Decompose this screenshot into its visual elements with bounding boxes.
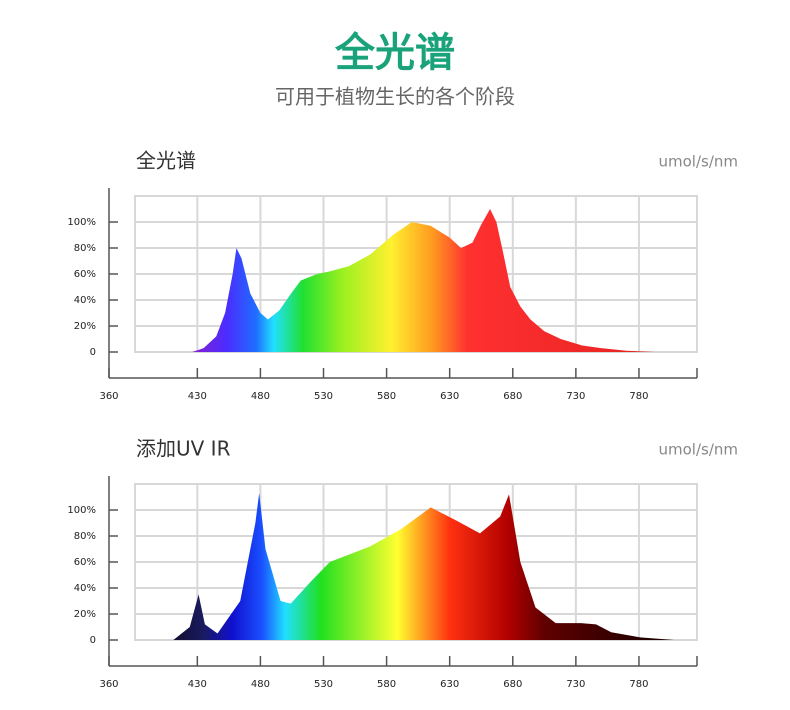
page-subtitle: 可用于植物生长的各个阶段: [275, 85, 515, 109]
y-tick-label: 0: [90, 635, 96, 646]
y-tick-label: 40%: [74, 583, 96, 594]
unit-label: umol/s/nm: [658, 441, 738, 459]
spectrum-area: [173, 493, 675, 640]
x-tick-label: 630: [440, 679, 459, 690]
x-tick-label: 430: [188, 391, 207, 402]
y-tick-label: 40%: [74, 295, 96, 306]
x-tick-label: 580: [377, 679, 396, 690]
x-tick-label: 430: [188, 679, 207, 690]
chart-title: 全光谱: [136, 149, 196, 173]
y-tick-label: 60%: [74, 269, 96, 280]
x-tick-label: 360: [99, 679, 118, 690]
x-tick-label: 680: [503, 679, 522, 690]
x-tick-label: 730: [566, 679, 585, 690]
x-tick-label: 360: [99, 391, 118, 402]
page-title: 全光谱: [334, 30, 455, 76]
y-tick-label: 0: [90, 347, 96, 358]
y-tick-label: 20%: [74, 321, 96, 332]
x-tick-label: 630: [440, 391, 459, 402]
x-tick-label: 580: [377, 391, 396, 402]
x-tick-label: 480: [251, 679, 270, 690]
x-tick-label: 530: [314, 391, 333, 402]
x-tick-label: 780: [629, 679, 648, 690]
y-tick-label: 100%: [67, 217, 96, 228]
x-tick-label: 530: [314, 679, 333, 690]
y-tick-label: 60%: [74, 557, 96, 568]
y-tick-label: 20%: [74, 609, 96, 620]
x-tick-label: 780: [629, 391, 648, 402]
x-tick-label: 480: [251, 391, 270, 402]
unit-label: umol/s/nm: [658, 153, 738, 171]
spectrum-area: [192, 209, 656, 352]
y-tick-label: 100%: [67, 505, 96, 516]
x-tick-label: 730: [566, 391, 585, 402]
x-tick-label: 680: [503, 391, 522, 402]
y-tick-label: 80%: [74, 531, 96, 542]
y-tick-label: 80%: [74, 243, 96, 254]
chart-title: 添加UV IR: [136, 437, 231, 461]
